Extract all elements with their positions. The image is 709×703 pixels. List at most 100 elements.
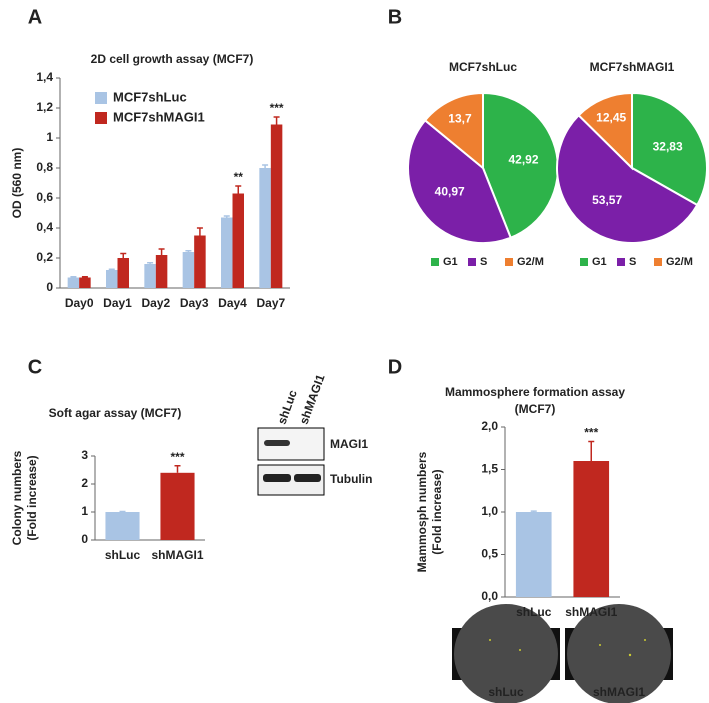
value-label: 13,7 [448, 111, 472, 125]
error-bar [223, 215, 230, 218]
western-blot [257, 427, 325, 496]
pie-slice [577, 91, 633, 171]
micrographs [452, 604, 673, 703]
bar [221, 217, 233, 288]
x-tick-label: Day3 [180, 296, 209, 310]
legend-label: G2/M [517, 256, 544, 268]
error-bar [120, 252, 127, 258]
y-tick-label: 0,2 [36, 250, 53, 264]
sphere [628, 653, 632, 657]
value-label: 40,97 [435, 184, 465, 198]
y-axis-label: OD (560 nm) [10, 148, 24, 219]
legend-label: G1 [443, 256, 458, 268]
bar [194, 235, 206, 288]
error-bar [235, 185, 242, 194]
chart-title: 2D cell growth assay (MCF7) [91, 52, 254, 66]
error-bar [158, 248, 165, 255]
y-tick-label: 2 [81, 476, 88, 490]
y-axis-label: Mammosph numbers [415, 451, 429, 572]
x-tick-label: shMAGI1 [565, 605, 617, 619]
error-bar [81, 276, 88, 278]
chart-title: MCF7shMAGI1 [590, 60, 675, 74]
y-tick-label: 2,0 [481, 419, 498, 433]
pie-slice [482, 91, 559, 239]
error-bar [530, 510, 537, 512]
well [454, 604, 558, 703]
panel-letter: C [28, 356, 42, 378]
y-axis-label: Colony numbers [10, 450, 24, 545]
y-tick-label: 0,4 [36, 220, 53, 234]
bar [117, 258, 129, 288]
y-tick-label: 3 [81, 448, 88, 462]
y-axis-label: (Fold increase) [25, 455, 39, 540]
error-bar [185, 250, 192, 252]
sphere [599, 644, 601, 646]
error-bar [70, 276, 77, 278]
x-tick-label: Day2 [141, 296, 170, 310]
bar [259, 168, 271, 288]
error-bar [588, 440, 595, 461]
x-tick-label: Day4 [218, 296, 247, 310]
error-bar [108, 268, 115, 270]
legend-label: S [480, 256, 487, 268]
value-label: 12,45 [596, 110, 626, 124]
legend-label: MCF7shLuc [113, 89, 187, 104]
bar [515, 512, 552, 597]
image-label: shMAGI1 [593, 685, 645, 699]
x-tick-label: Day1 [103, 296, 132, 310]
x-tick-label: shMAGI1 [151, 548, 203, 562]
error-bar [119, 510, 126, 513]
significance: ** [234, 170, 244, 184]
legend-label: MCF7shMAGI1 [113, 109, 205, 124]
y-tick-label: 0 [81, 532, 88, 546]
y-tick-label: 1,2 [36, 100, 53, 114]
panel-letter: D [388, 356, 402, 378]
chart-title: (MCF7) [515, 402, 556, 416]
bar [155, 255, 168, 288]
bar [79, 277, 91, 288]
chart-title: Soft agar assay (MCF7) [49, 406, 182, 420]
chart-title: MCF7shLuc [449, 60, 517, 74]
image-label: shLuc [488, 685, 524, 699]
panel-letter: A [28, 6, 42, 28]
y-tick-label: 1 [81, 504, 88, 518]
legend-swatch [95, 92, 107, 104]
bar [67, 277, 80, 288]
bar [182, 252, 195, 288]
error-bar [262, 164, 269, 168]
bar [160, 472, 195, 540]
legend-label: S [629, 256, 636, 268]
significance: *** [270, 101, 284, 115]
y-tick-label: 1 [46, 130, 53, 144]
y-tick-label: 1,4 [36, 70, 53, 84]
error-bar [174, 465, 181, 473]
blot-band [294, 474, 321, 482]
y-tick-label: 0,5 [481, 547, 498, 561]
blot-lane-label: shMAGI1 [297, 372, 328, 426]
sphere [519, 649, 521, 651]
value-label: 42,92 [508, 152, 538, 166]
bar [105, 512, 140, 540]
x-tick-label: shLuc [105, 548, 141, 562]
panel-letter: B [388, 6, 402, 28]
significance: *** [584, 426, 598, 440]
x-tick-label: Day0 [65, 296, 94, 310]
blot-band [263, 474, 291, 482]
x-tick-label: Day7 [256, 296, 285, 310]
error-bar [273, 116, 280, 125]
pie-slice [407, 118, 512, 244]
pie-slice [556, 113, 699, 244]
significance: *** [170, 450, 184, 464]
blot-band [264, 440, 290, 446]
bar [270, 124, 283, 288]
legend-swatch [617, 258, 625, 266]
chart-title: Mammosphere formation assay [445, 385, 625, 399]
sphere [644, 639, 646, 641]
legend-swatch [95, 112, 107, 124]
legend-swatch [505, 258, 513, 266]
legend-swatch [431, 258, 439, 266]
value-label: 32,83 [653, 139, 683, 153]
x-tick-label: shLuc [516, 605, 552, 619]
pie-slice [631, 91, 708, 207]
